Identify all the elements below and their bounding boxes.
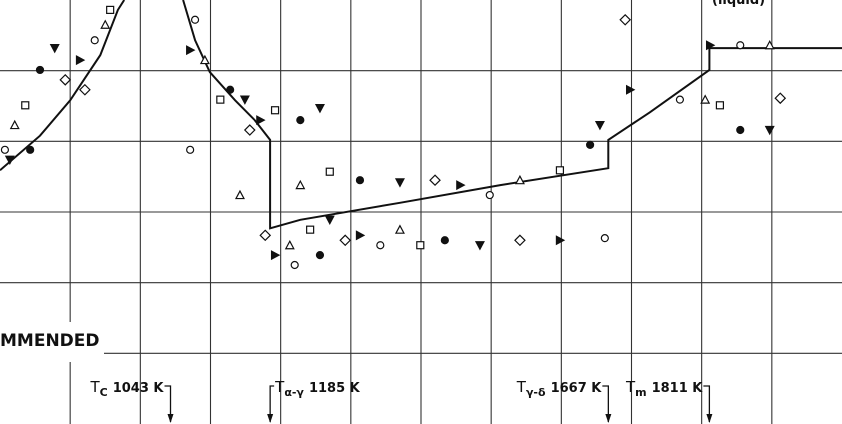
transition-label: Tα-γ 1185 K [274,378,361,399]
data-point [256,115,266,126]
transition-symbol: T [625,378,636,396]
data-point [306,225,315,234]
data-point [270,250,281,261]
data-point [75,55,86,66]
data-point [9,119,20,130]
data-point [394,224,405,234]
data-point [270,106,280,115]
data-point [474,241,485,251]
arrow-head [167,414,174,423]
transition-label: Tγ-δ 1667 K [516,378,603,399]
data-point [594,120,605,131]
data-point [190,15,200,24]
data-point [600,234,609,243]
data-point [355,176,365,185]
data-point [315,251,325,260]
data-point [440,236,449,245]
transition-temperature: 1811 K [652,381,704,396]
transition-temperature: 1667 K [551,381,603,396]
data-point [700,94,711,104]
transition-subscript: γ-δ [526,386,546,399]
data-point [243,124,256,136]
transition-arrow [269,385,275,422]
data-point [216,95,225,104]
heading-backdrop [0,322,104,362]
data-point [100,19,111,29]
data-point [619,13,632,26]
arrow-head [605,414,612,423]
transition-arrow [164,385,172,422]
data-point [355,230,366,241]
data-point [35,65,45,75]
data-point [259,229,272,242]
data-point [186,45,196,56]
data-point [736,125,745,135]
data-point [394,178,405,188]
data-point [26,145,35,154]
data-point [199,54,210,65]
recommended-curve [0,0,842,230]
data-point [21,101,30,110]
arrow-head [267,414,274,423]
transition-temperature: 1043 K [113,381,165,396]
transition-symbol: T [516,378,527,396]
data-point [339,234,352,247]
heading: MMENDED [0,331,100,351]
data-point [774,92,787,105]
data-point [49,43,60,54]
data-point [4,155,15,165]
data-point [514,174,525,185]
data-point [314,104,325,114]
region-label: (liquid) [712,0,765,8]
data-point [79,83,91,96]
data-point [586,140,595,149]
data-point [416,241,425,250]
transition-subscript: α-γ [284,386,304,399]
transition-symbol: T [89,378,100,396]
data-point [705,40,716,51]
data-point [290,260,299,270]
transition-label: Tm 1811 K [625,378,703,399]
data-point [296,116,305,125]
data-point [226,85,235,94]
data-point [90,36,99,45]
data-point [625,84,636,95]
data-point [234,189,245,200]
data-point [764,125,775,136]
data-point [514,234,526,247]
data-point [59,74,72,86]
data-point [239,95,250,105]
transition-arrow [602,385,609,422]
data-point [485,190,494,200]
data-point [325,167,334,176]
data-point [284,239,295,250]
data-point [555,166,565,175]
transition-subscript: C [100,386,108,399]
data-point [675,95,685,104]
data-point [106,5,115,14]
transition-arrow [703,385,711,422]
data-point [376,241,385,250]
data-point [736,41,745,50]
data-point [295,179,306,190]
data-point [186,145,195,154]
data-point [429,174,441,187]
arrow-head [706,414,713,423]
data-point [0,145,10,154]
data-point [456,180,466,191]
data-point [555,235,566,246]
transition-temperature: 1185 K [309,381,361,396]
transition-symbol: T [274,378,285,396]
data-point [715,101,725,110]
transition-subscript: m [635,386,646,399]
data-point [324,215,335,226]
data-point [764,39,775,50]
transition-label: TC 1043 K [89,378,164,399]
